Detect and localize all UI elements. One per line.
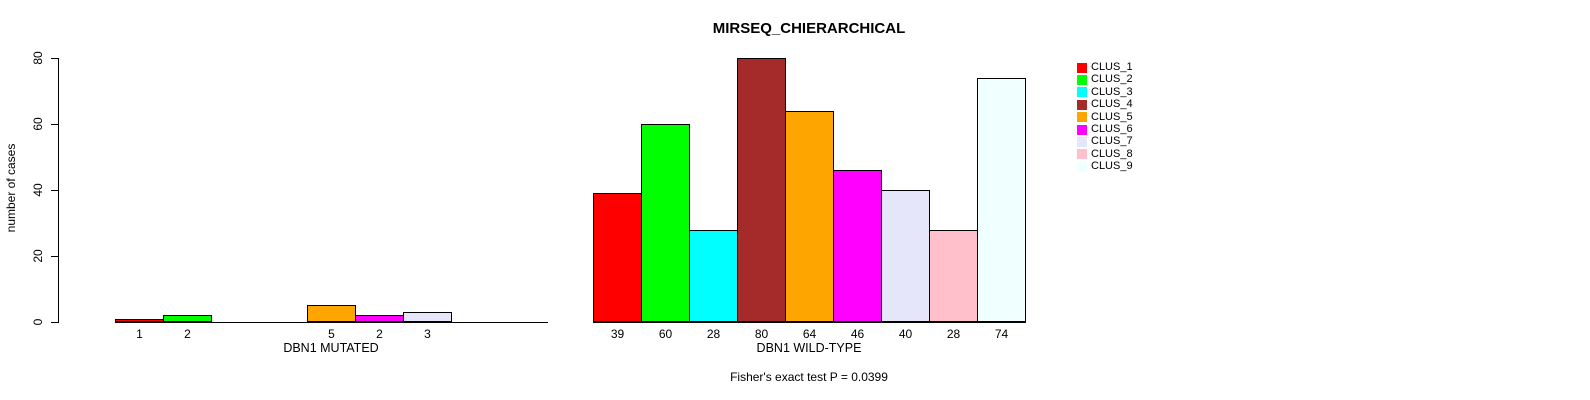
y-tick-label: 60 xyxy=(31,117,45,131)
legend-item: CLUS_5 xyxy=(1077,110,1133,123)
y-tick-label: 40 xyxy=(31,183,45,197)
bar-value-label: 2 xyxy=(184,327,191,341)
legend-swatch-icon xyxy=(1077,124,1087,135)
legend-swatch-icon xyxy=(1077,112,1087,123)
legend-item: CLUS_8 xyxy=(1077,147,1133,160)
x-axis-line-wild-type xyxy=(593,322,1026,323)
y-axis-line xyxy=(58,58,59,323)
legend-label: CLUS_6 xyxy=(1091,123,1133,135)
legend-label: CLUS_1 xyxy=(1091,61,1133,73)
bar xyxy=(977,78,1026,322)
bar xyxy=(881,190,930,322)
legend-item: CLUS_9 xyxy=(1077,161,1133,172)
bar xyxy=(163,315,212,322)
legend-item: CLUS_4 xyxy=(1077,99,1133,110)
bar-value-label: 3 xyxy=(424,327,431,341)
legend-label: CLUS_8 xyxy=(1091,147,1133,160)
x-axis-title-mutated: DBN1 MUTATED xyxy=(283,341,379,355)
legend-item: CLUS_3 xyxy=(1077,85,1133,98)
legend-item: CLUS_7 xyxy=(1077,136,1133,147)
bar xyxy=(833,170,882,322)
bar-value-label: 5 xyxy=(328,327,335,341)
bar xyxy=(115,319,164,322)
legend-swatch-icon xyxy=(1077,87,1087,98)
bar xyxy=(737,58,786,322)
y-tick xyxy=(51,322,58,323)
bar-value-label: 80 xyxy=(754,327,769,341)
y-tick-label: 20 xyxy=(31,249,45,263)
bar-value-label: 28 xyxy=(946,327,961,341)
bar-value-label: 39 xyxy=(610,327,625,341)
legend-label: CLUS_3 xyxy=(1091,85,1133,98)
legend-label: CLUS_5 xyxy=(1091,110,1133,123)
legend-swatch-icon xyxy=(1077,161,1087,172)
bar-value-label: 40 xyxy=(898,327,913,341)
legend-swatch-icon xyxy=(1077,136,1087,147)
chart-title: MIRSEQ_CHIERARCHICAL xyxy=(712,20,906,37)
bar xyxy=(593,193,642,322)
legend-item: CLUS_1 xyxy=(1077,62,1133,73)
bar-group-dbn1-wild-type: DBN1 WILD-TYPE 39 60 28 80 64 46 40 28 74 xyxy=(593,58,1026,355)
legend-swatch-icon xyxy=(1077,62,1087,73)
legend-label: CLUS_9 xyxy=(1091,160,1133,173)
legend-swatch-icon xyxy=(1077,99,1087,110)
legend-swatch-icon xyxy=(1077,149,1087,160)
legend-label: CLUS_7 xyxy=(1091,135,1133,148)
legend-item: CLUS_6 xyxy=(1077,124,1133,135)
x-axis-line-mutated xyxy=(115,322,548,323)
bar-value-label: 28 xyxy=(706,327,721,341)
legend-label: CLUS_4 xyxy=(1091,98,1133,111)
legend: CLUS_1 CLUS_2 CLUS_3 CLUS_4 CLUS_5 CLUS_6 CLUS… xyxy=(1077,62,1197,182)
bar xyxy=(929,230,978,322)
bar-value-label: 1 xyxy=(136,327,143,341)
bar xyxy=(641,124,690,322)
y-tick xyxy=(51,256,58,257)
y-axis-label: number of cases xyxy=(4,143,18,233)
bar xyxy=(403,312,452,322)
bar-value-label: 74 xyxy=(994,327,1009,341)
y-tick xyxy=(51,124,58,125)
bar xyxy=(307,305,356,322)
legend-item: CLUS_2 xyxy=(1077,74,1133,85)
bar xyxy=(355,315,404,322)
bar xyxy=(689,230,738,322)
y-tick xyxy=(51,190,58,191)
bar-value-label: 60 xyxy=(658,327,673,341)
legend-label: CLUS_2 xyxy=(1091,73,1133,86)
bar-value-label: 64 xyxy=(802,327,817,341)
y-tick xyxy=(51,58,58,59)
bar xyxy=(785,111,834,322)
y-tick-label: 80 xyxy=(31,51,45,65)
fisher-test-annotation: Fisher's exact test P = 0.0399 xyxy=(730,370,888,384)
legend-swatch-icon xyxy=(1077,74,1087,85)
bar-value-label: 2 xyxy=(376,327,383,341)
bar-group-dbn1-mutated: DBN1 MUTATED 1 2 5 2 3 xyxy=(115,58,548,355)
bar-value-label: 46 xyxy=(850,327,865,341)
x-axis-title-wild-type: DBN1 WILD-TYPE xyxy=(756,341,862,355)
y-tick-label: 0 xyxy=(31,318,45,326)
